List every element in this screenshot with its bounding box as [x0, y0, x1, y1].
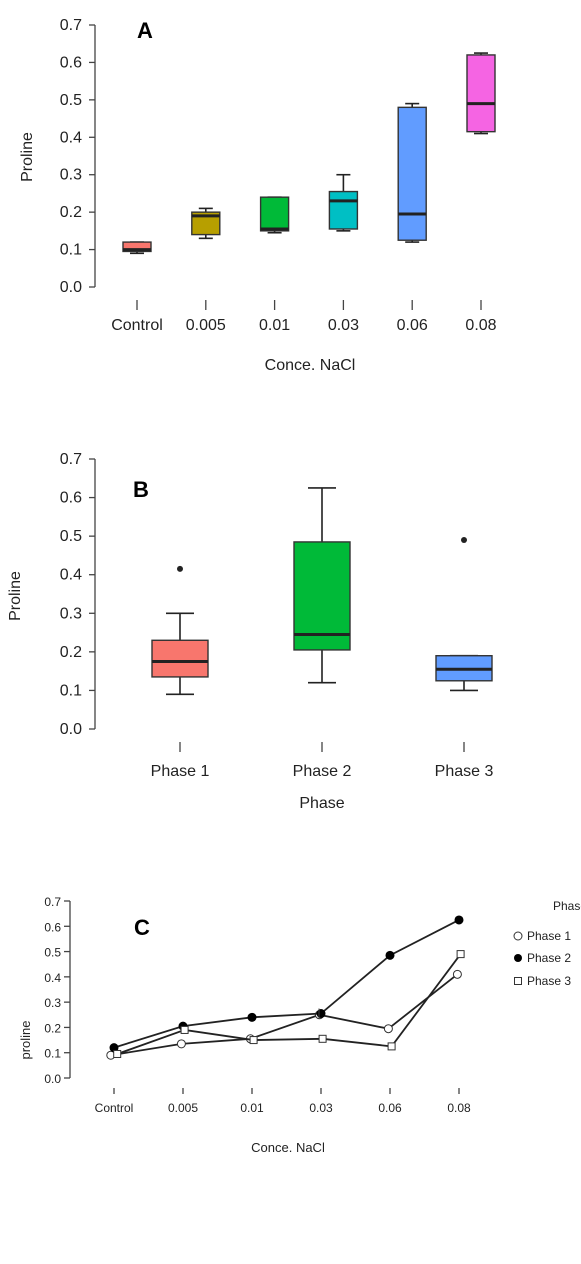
- y-tick-label: 0.4: [60, 129, 82, 146]
- y-tick-label: 0.0: [60, 721, 82, 738]
- legend-label: Phase 1: [527, 929, 571, 943]
- marker-open-circle: [452, 969, 462, 979]
- y-tick-label: 0.6: [60, 54, 82, 71]
- series-line: [110, 973, 458, 1057]
- y-tick-label: 0.5: [60, 528, 82, 545]
- box: [328, 190, 359, 230]
- panel-label: C: [134, 915, 150, 940]
- marker-open-square: [113, 1049, 122, 1058]
- y-tick-label: 0.6: [60, 490, 82, 507]
- box: [122, 241, 152, 253]
- marker-open-square: [249, 1036, 258, 1045]
- x-tick-label: 0.03: [328, 317, 359, 334]
- x-tick-label: 0.005: [186, 317, 226, 334]
- x-tick-label: 0.01: [240, 1101, 264, 1115]
- box: [397, 106, 427, 241]
- y-tick-label: 0.4: [44, 971, 61, 985]
- panel-label: A: [137, 18, 153, 43]
- y-tick-label: 0.4: [60, 567, 82, 584]
- x-axis-label: Conce. NaCl: [251, 1140, 325, 1155]
- y-tick-label: 0.1: [60, 242, 82, 259]
- marker-open-circle: [383, 1024, 393, 1034]
- x-axis-label: Phase: [299, 795, 344, 812]
- y-tick-label: 0.1: [60, 682, 82, 699]
- x-tick-label: 0.06: [397, 317, 428, 334]
- legend-marker-filled-circle: [514, 954, 522, 962]
- y-tick-label: 0.0: [60, 279, 82, 296]
- y-tick-label: 0.1: [44, 1047, 61, 1061]
- series-line: [113, 919, 460, 1049]
- y-axis-label: proline: [18, 1020, 33, 1059]
- panel-label: B: [133, 477, 149, 502]
- outlier-point: [177, 565, 183, 572]
- box: [191, 211, 221, 236]
- marker-filled-circle: [385, 950, 395, 960]
- outlier-point: [461, 537, 467, 543]
- legend-marker-open-circle: [513, 931, 523, 941]
- y-tick-label: 0.3: [44, 996, 61, 1010]
- marker-filled-circle: [316, 1009, 326, 1019]
- y-tick-label: 0.7: [44, 895, 61, 909]
- box: [466, 54, 496, 133]
- x-tick-label: 0.005: [168, 1101, 198, 1115]
- x-tick-label: 0.01: [259, 317, 290, 334]
- x-tick-label: Control: [95, 1101, 134, 1115]
- y-tick-label: 0.2: [60, 204, 82, 221]
- legend-label: Phase 3: [527, 974, 571, 988]
- marker-open-square: [456, 950, 465, 959]
- legend-title: Phase: [553, 899, 581, 913]
- y-tick-label: 0.2: [60, 644, 82, 661]
- legend-label: Phase 2: [527, 951, 571, 965]
- y-axis-label: Proline: [19, 132, 36, 182]
- y-tick-label: 0.6: [44, 920, 61, 934]
- marker-filled-circle: [454, 915, 464, 925]
- marker-filled-circle: [247, 1012, 257, 1022]
- y-tick-label: 0.3: [60, 167, 82, 184]
- y-tick-label: 0.7: [60, 17, 82, 34]
- x-tick-label: 0.06: [378, 1101, 402, 1115]
- x-tick-label: 0.08: [465, 317, 496, 334]
- y-tick-label: 0.2: [44, 1021, 61, 1035]
- marker-open-square: [387, 1042, 396, 1051]
- y-tick-label: 0.0: [44, 1072, 61, 1086]
- x-tick-label: 0.08: [447, 1101, 471, 1115]
- y-axis-label: Proline: [7, 571, 24, 621]
- marker-open-square: [318, 1034, 327, 1043]
- x-axis-label: Conce. NaCl: [265, 357, 356, 374]
- series-line: [116, 953, 462, 1055]
- marker-open-square: [180, 1025, 189, 1034]
- legend-marker-open-square: [514, 977, 522, 985]
- x-tick-label: 0.03: [309, 1101, 333, 1115]
- y-tick-label: 0.3: [60, 605, 82, 622]
- box: [293, 541, 351, 651]
- x-tick-label: Phase 2: [293, 763, 352, 780]
- y-tick-label: 0.5: [60, 92, 82, 109]
- y-tick-label: 0.7: [60, 451, 82, 468]
- marker-open-circle: [176, 1039, 186, 1049]
- y-tick-label: 0.5: [44, 946, 61, 960]
- x-tick-label: Phase 3: [435, 763, 494, 780]
- box: [259, 196, 290, 232]
- x-tick-label: Control: [111, 317, 163, 334]
- x-tick-label: Phase 1: [151, 763, 210, 780]
- box: [151, 639, 209, 678]
